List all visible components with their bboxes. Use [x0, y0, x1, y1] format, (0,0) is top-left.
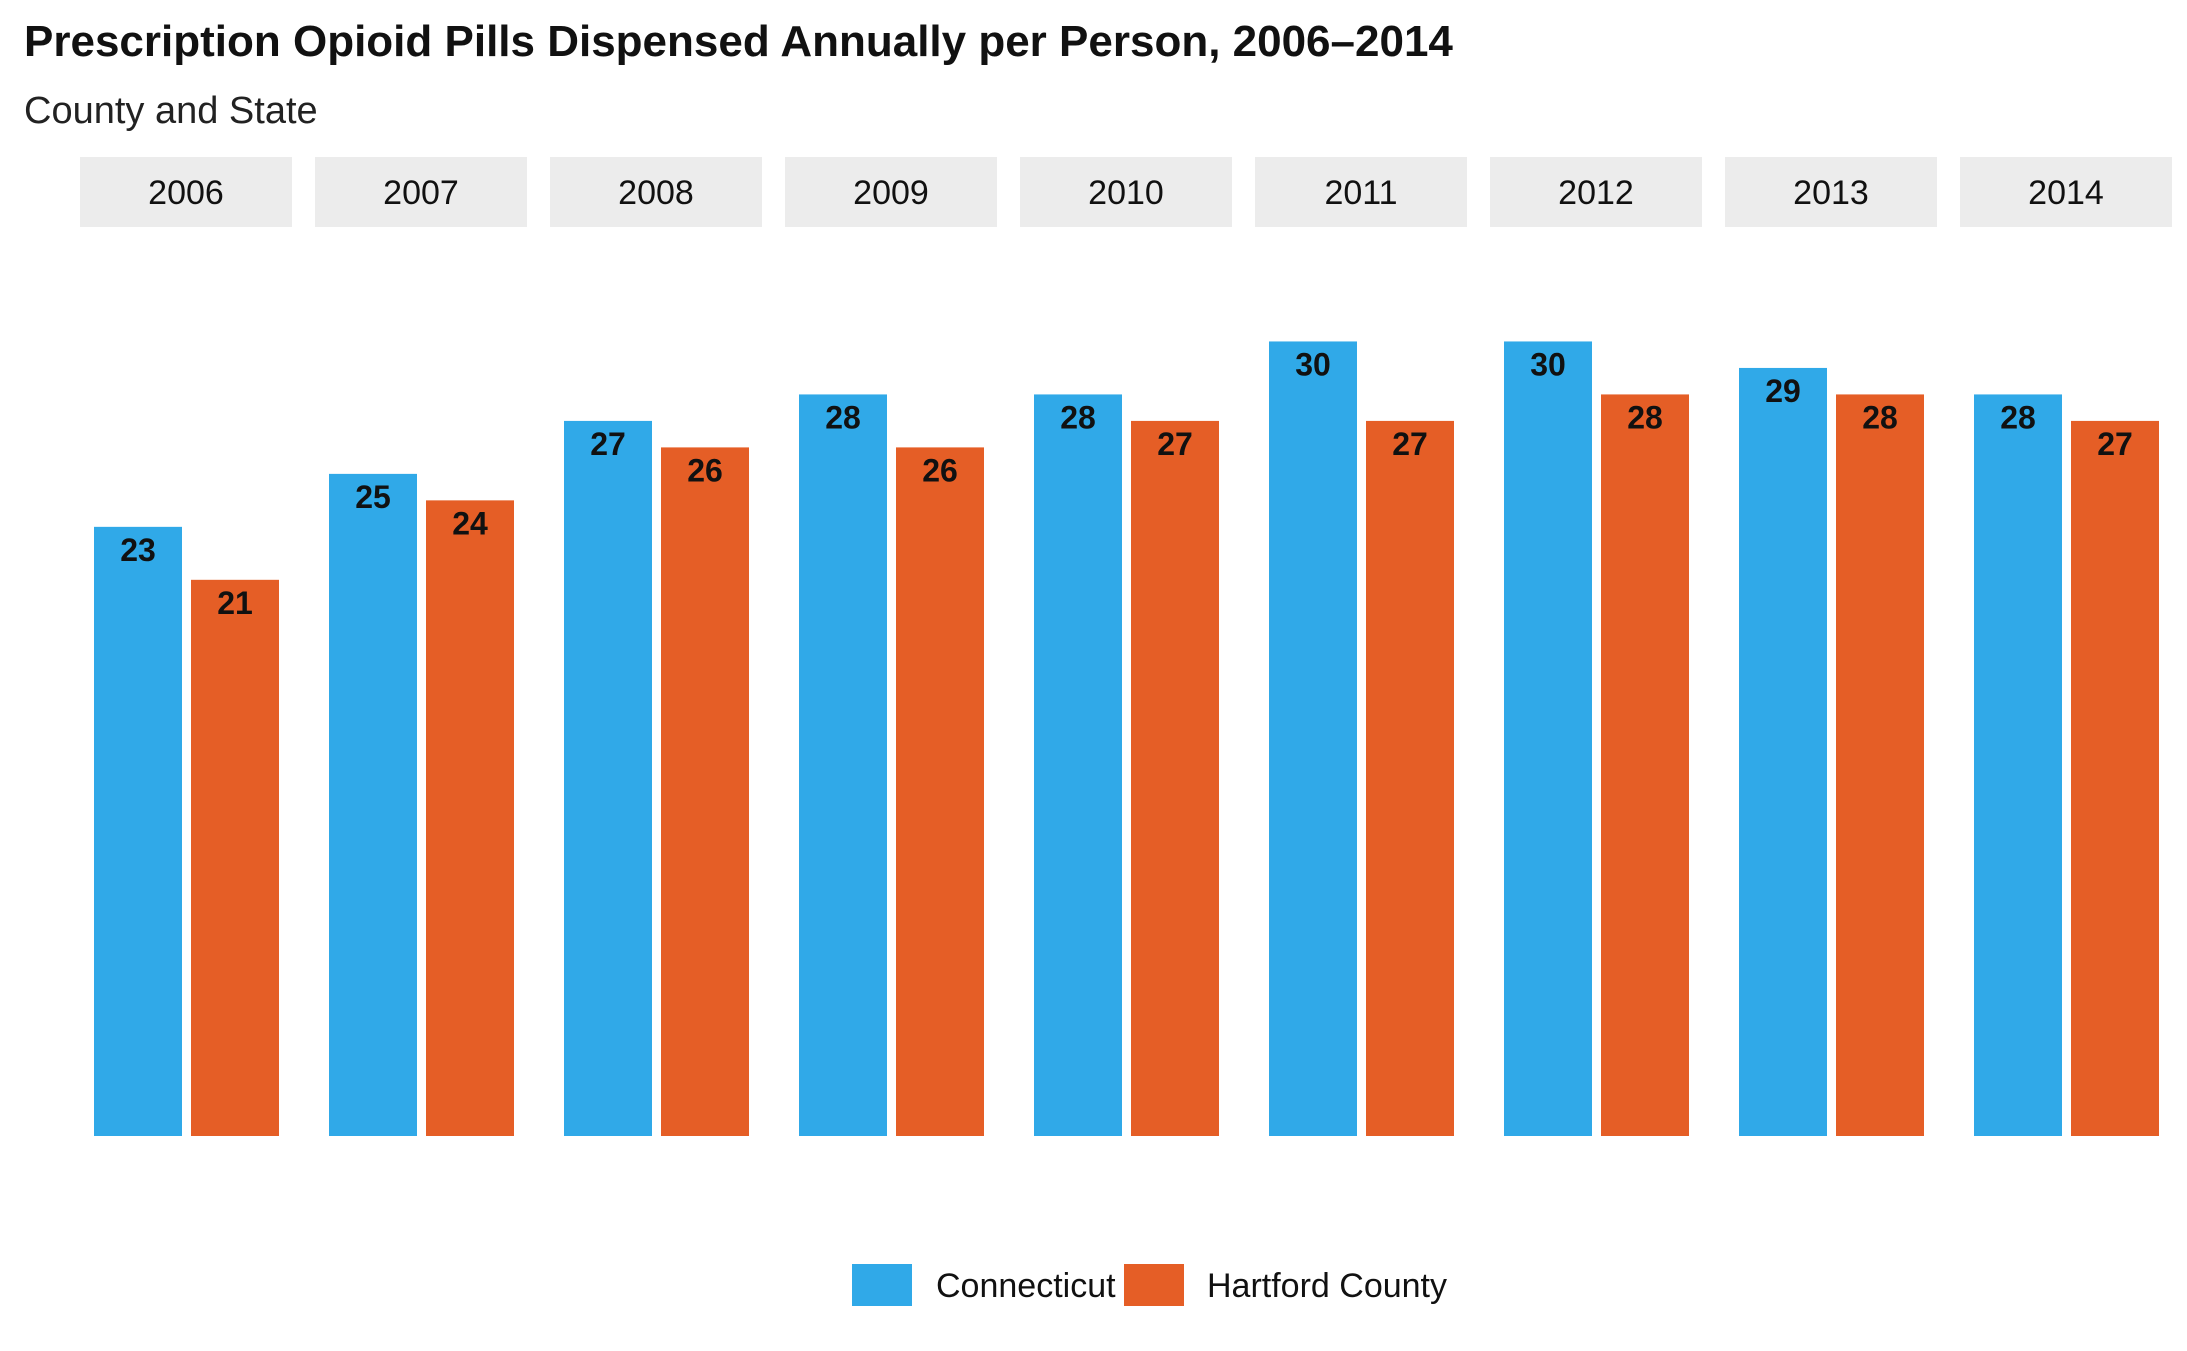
bar-connecticut-2006: [94, 526, 182, 1136]
facet-strip: [785, 157, 997, 227]
facet-strip: [1490, 157, 1702, 227]
facet-strip: [1020, 157, 1232, 227]
facet-panel-2014: 2014 28 27: [1960, 157, 2172, 1137]
data-label: 27: [590, 426, 626, 462]
facet-strip: [1255, 157, 1467, 227]
data-label: 28: [2000, 399, 2036, 435]
facet-strip: [80, 157, 292, 227]
facet-panel-2012: 2012 30 28: [1490, 157, 1702, 1136]
bar-connecticut-2011: [1269, 341, 1357, 1136]
bar-connecticut-2008: [564, 420, 652, 1137]
facet-panel-2008: 2008 27 26: [550, 157, 762, 1137]
data-label: 24: [452, 505, 488, 541]
facet-strip-label: 2007: [383, 174, 459, 212]
data-label: 28: [1862, 399, 1898, 435]
data-label: 28: [1627, 399, 1663, 435]
bar-hartford-county-2007: [426, 500, 514, 1136]
chart-title: Prescription Opioid Pills Dispensed Annu…: [24, 17, 1453, 66]
facet-panel-2006: 2006 23 21: [80, 157, 292, 1136]
data-label: 21: [217, 585, 253, 621]
bar-connecticut-2014: [1974, 394, 2062, 1136]
data-label: 30: [1530, 346, 1566, 382]
bar-hartford-county-2012: [1601, 394, 1689, 1136]
legend-label: Connecticut: [936, 1267, 1116, 1305]
bar-connecticut-2007: [329, 473, 417, 1136]
legend-swatch-hartford-county: [1124, 1264, 1184, 1306]
facet-strip-label: 2011: [1324, 174, 1397, 212]
bar-hartford-county-2010: [1131, 420, 1219, 1137]
data-label: 27: [2097, 426, 2133, 462]
facet-panel-2009: 2009 28 26: [785, 157, 997, 1137]
facet-strip-label: 2013: [1793, 174, 1869, 212]
chart-subtitle: County and State: [24, 90, 318, 132]
facet-strip-label: 2014: [2028, 174, 2104, 212]
data-label: 27: [1157, 426, 1193, 462]
bar-connecticut-2010: [1034, 394, 1122, 1136]
data-label: 26: [922, 452, 958, 488]
facet-strip-label: 2010: [1088, 174, 1164, 212]
facet-panel-2007: 2007 25 24: [315, 157, 527, 1136]
bar-hartford-county-2011: [1366, 420, 1454, 1137]
bar-hartford-county-2009: [896, 447, 984, 1137]
legend-label: Hartford County: [1207, 1267, 1447, 1305]
data-label: 23: [120, 532, 156, 568]
facet-strip-label: 2008: [618, 174, 694, 212]
legend: Connecticut Hartford County: [852, 1264, 1447, 1306]
facet-panels: 2006 23 21 2007 25 24 2008 27 26 2009 28 26 2010 28 27…: [80, 157, 2172, 1137]
facet-strip-label: 2006: [148, 174, 224, 212]
data-label: 28: [825, 399, 861, 435]
facet-panel-2010: 2010 28 27: [1020, 157, 1232, 1137]
bar-hartford-county-2013: [1836, 394, 1924, 1136]
bar-hartford-county-2008: [661, 447, 749, 1137]
data-label: 28: [1060, 399, 1096, 435]
facet-panel-2011: 2011 30 27: [1255, 157, 1467, 1137]
bar-hartford-county-2014: [2071, 420, 2159, 1137]
legend-swatch-connecticut: [852, 1264, 912, 1306]
data-label: 25: [355, 479, 391, 515]
bar-connecticut-2009: [799, 394, 887, 1136]
facet-strip-label: 2009: [853, 174, 929, 212]
facet-strip: [315, 157, 527, 227]
data-label: 26: [687, 452, 723, 488]
facet-strip: [1725, 157, 1937, 227]
facet-strip: [1960, 157, 2172, 227]
data-label: 27: [1392, 426, 1428, 462]
bar-connecticut-2013: [1739, 367, 1827, 1136]
bar-hartford-county-2006: [191, 579, 279, 1136]
facet-strip-label: 2012: [1558, 174, 1634, 212]
bar-connecticut-2012: [1504, 341, 1592, 1136]
facet-panel-2013: 2013 29 28: [1725, 157, 1937, 1136]
facet-strip: [550, 157, 762, 227]
data-label: 30: [1295, 346, 1331, 382]
data-label: 29: [1765, 373, 1801, 409]
